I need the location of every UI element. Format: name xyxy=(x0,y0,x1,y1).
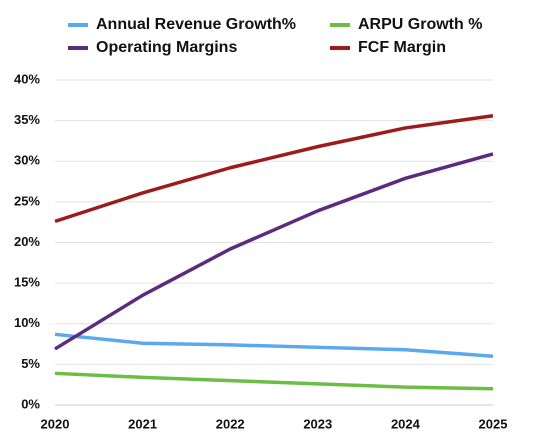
line-series xyxy=(54,332,494,358)
y-tick-label: 5% xyxy=(21,356,40,371)
x-tick-label: 2024 xyxy=(391,416,421,431)
x-tick-label: 2022 xyxy=(216,416,245,431)
x-tick-label: 2021 xyxy=(128,416,157,431)
y-tick-label: 20% xyxy=(14,234,40,249)
y-tick-label: 30% xyxy=(14,153,40,168)
line-series xyxy=(54,371,494,391)
legend-label: ARPU Growth % xyxy=(358,16,482,33)
x-tick-label: 2025 xyxy=(479,416,508,431)
line-series xyxy=(54,152,494,351)
y-tick-label: 10% xyxy=(14,315,40,330)
legend-label: Annual Revenue Growth% xyxy=(96,16,296,33)
y-tick-label: 35% xyxy=(14,112,40,127)
legend-label: FCF Margin xyxy=(358,39,446,56)
x-tick-label: 2020 xyxy=(41,416,70,431)
line-series xyxy=(54,114,494,224)
y-tick-label: 15% xyxy=(14,275,40,290)
y-tick-label: 25% xyxy=(14,193,40,208)
y-tick-label: 0% xyxy=(21,396,40,411)
legend-label: Operating Margins xyxy=(96,39,237,56)
y-tick-label: 40% xyxy=(14,71,40,86)
x-tick-label: 2023 xyxy=(303,416,332,431)
